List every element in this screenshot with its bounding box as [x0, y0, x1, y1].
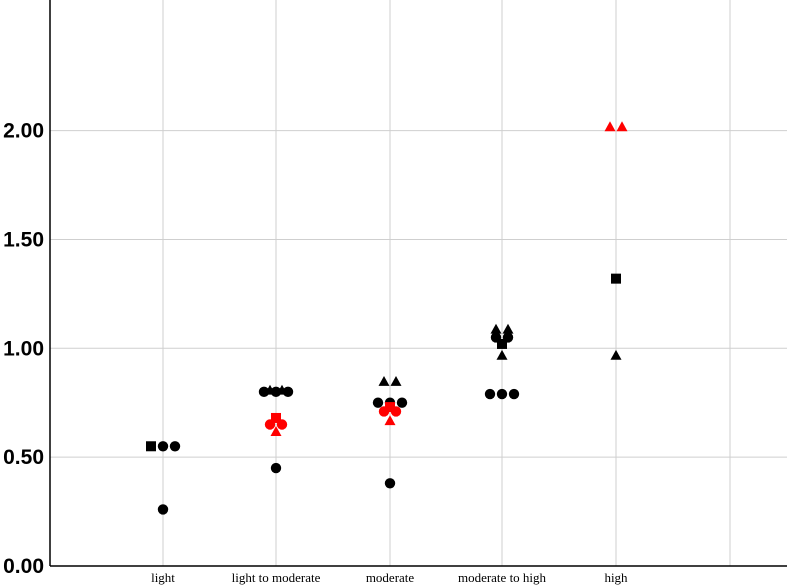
data-point-circle — [378, 406, 390, 417]
y-tick-label: 2.00 — [3, 120, 44, 143]
data-point-triangle — [270, 426, 282, 436]
data-point-circle — [258, 386, 270, 398]
data-points — [146, 121, 628, 515]
x-tick-labels: light light to moderate moderate moderate t… — [151, 570, 628, 585]
data-point-triangle — [616, 121, 628, 132]
y-tick-label: 1.50 — [3, 228, 44, 251]
data-point-triangle — [378, 376, 390, 386]
data-point-square — [271, 412, 281, 423]
data-point-circle — [396, 397, 408, 408]
y-tick-labels: 0.00 0.50 1.00 1.50 2.00 — [3, 120, 44, 578]
y-tick-label: 1.00 — [3, 337, 44, 360]
data-point-square — [385, 402, 395, 413]
grid-layer — [50, 0, 787, 566]
x-tick-label: light to moderate — [232, 570, 321, 585]
data-point-circle — [484, 388, 496, 400]
data-point-circle — [157, 441, 169, 452]
data-point-circle — [496, 388, 508, 400]
data-point-triangle — [610, 349, 622, 360]
y-tick-label: 0.00 — [3, 555, 44, 578]
data-point-circle — [169, 441, 181, 452]
data-point-square — [611, 273, 621, 284]
data-point-circle — [384, 478, 396, 489]
y-tick-label: 0.50 — [3, 446, 44, 469]
axis-layer — [49, 0, 787, 567]
data-point-square — [497, 338, 507, 349]
data-point-circle — [270, 386, 282, 398]
x-tick-label: moderate to high — [458, 570, 547, 585]
data-point-circle — [390, 406, 402, 417]
data-point-circle — [276, 419, 288, 430]
data-point-triangle — [384, 415, 396, 426]
data-point-triangle — [604, 121, 616, 132]
data-point-circle — [264, 419, 276, 430]
data-point-circle — [270, 462, 282, 474]
x-tick-label: high — [604, 570, 628, 585]
data-point-circle — [372, 397, 384, 408]
data-point-triangle — [502, 323, 514, 334]
data-point-circle — [508, 388, 520, 400]
data-point-circle — [282, 386, 294, 398]
data-point-square — [146, 441, 156, 452]
data-point-triangle — [490, 323, 502, 334]
data-point-triangle — [496, 349, 508, 360]
x-tick-label: moderate — [366, 570, 415, 585]
data-point-circle — [157, 504, 169, 515]
x-tick-label: light — [151, 570, 175, 585]
data-point-triangle — [390, 376, 402, 386]
